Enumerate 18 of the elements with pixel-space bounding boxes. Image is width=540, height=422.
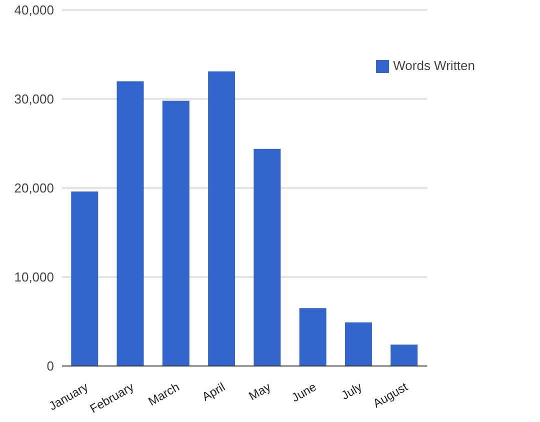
x-tick-label: June xyxy=(289,380,319,405)
y-tick-label: 10,000 xyxy=(14,270,54,285)
bar xyxy=(162,100,190,366)
y-tick-label: 40,000 xyxy=(14,2,54,18)
y-tick-label: 0 xyxy=(46,358,54,374)
bar xyxy=(344,322,372,366)
y-tick-label: 20,000 xyxy=(14,180,54,196)
bar xyxy=(208,71,236,366)
x-tick-label: April xyxy=(200,380,228,404)
y-tick-label: 30,000 xyxy=(14,92,54,107)
legend-label: Words Written xyxy=(393,58,475,73)
bar xyxy=(71,192,98,366)
bar xyxy=(299,308,326,366)
x-tick-label: July xyxy=(338,380,364,403)
x-tick-label: May xyxy=(246,380,274,404)
bar xyxy=(116,81,144,366)
bar xyxy=(254,148,281,366)
bar xyxy=(390,344,418,366)
